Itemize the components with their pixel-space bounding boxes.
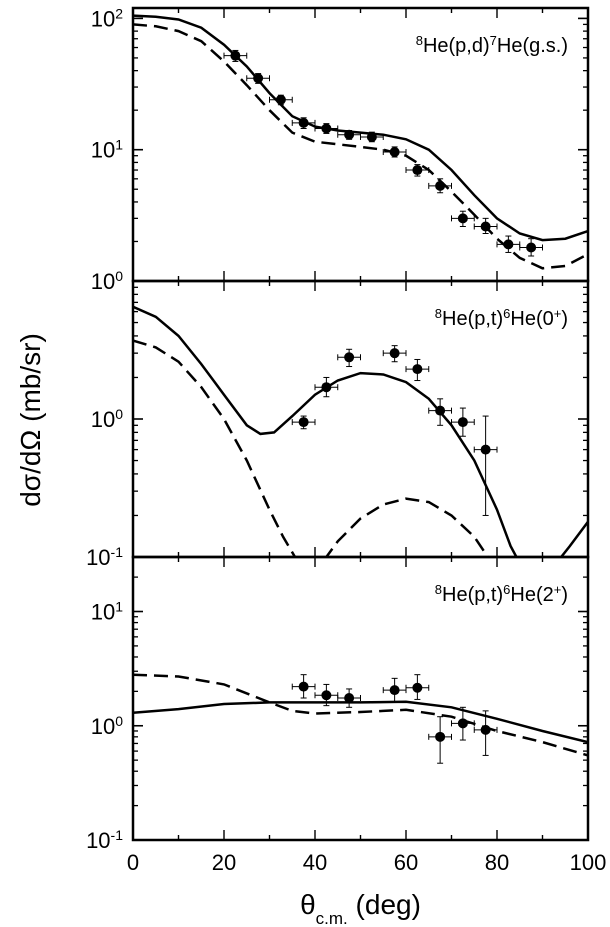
data-point (314, 683, 339, 707)
data-point (451, 210, 475, 228)
data-marker (412, 682, 423, 693)
data-point (223, 49, 248, 62)
data-marker (457, 213, 468, 224)
data-point (473, 710, 498, 756)
data-marker (321, 123, 332, 134)
x-tick-label: 80 (485, 850, 509, 875)
data-point (382, 146, 407, 158)
data-point (314, 123, 339, 134)
panel-1: 102 101 100 8He(p,d)7He(g.s.) (91, 5, 590, 294)
data-point (314, 376, 339, 398)
data-point (428, 716, 452, 764)
data-point (405, 674, 430, 700)
reaction-label: 8He(p,t)6He(2+) (435, 582, 568, 607)
x-tick-label: 60 (394, 850, 418, 875)
data-marker (298, 417, 309, 428)
data-marker (298, 117, 309, 128)
data-marker (275, 94, 286, 105)
panel-3: 101 100 10-1 8He(p,t)6He(2+) (86, 555, 590, 853)
data-marker (389, 147, 400, 158)
y-axis-title: dσ/dΩ (mb/sr) (15, 333, 46, 507)
curves (133, 673, 588, 764)
y-tick-label: 10-1 (86, 544, 123, 570)
data-marker (253, 73, 264, 84)
x-tick-label: 100 (570, 850, 607, 875)
data-marker (480, 221, 491, 232)
x-tick-label: 20 (212, 850, 236, 875)
data-point (473, 415, 498, 516)
data-marker (435, 731, 446, 742)
data-marker (480, 444, 491, 455)
data-marker (321, 690, 332, 701)
data-marker (344, 352, 355, 363)
data-point (291, 415, 316, 430)
y-tick-label: 100 (91, 713, 123, 739)
data-point (451, 407, 475, 437)
data-point (382, 677, 407, 703)
data-marker (412, 165, 423, 176)
data-point (428, 398, 452, 426)
data-point (428, 178, 452, 194)
reaction-label: 8He(p,d)7He(g.s.) (416, 33, 568, 58)
data-point (473, 217, 498, 235)
calc-curve-dashed (324, 497, 490, 557)
calc-curve-dashed (133, 23, 588, 270)
y-tick-label: 100 (91, 406, 123, 432)
data-point (405, 358, 430, 382)
reaction-label: 8He(p,t)6He(0+) (435, 306, 568, 331)
data-point (291, 674, 316, 699)
x-tick-label: 0 (127, 850, 139, 875)
data-marker (344, 692, 355, 703)
data-marker (435, 180, 446, 191)
data-marker (412, 364, 423, 375)
data-marker (457, 417, 468, 428)
data-marker (366, 131, 377, 142)
y-tick-label: 102 (91, 5, 123, 31)
data-marker (480, 724, 491, 735)
y-tick-label: 100 (91, 268, 123, 294)
data-point (451, 706, 475, 741)
data-point (337, 688, 361, 708)
data-point (269, 94, 293, 106)
data-marker (389, 348, 400, 359)
data-marker (435, 405, 446, 416)
data-marker (230, 50, 241, 61)
calc-curve-dashed (133, 673, 588, 757)
calc-curve-solid (133, 700, 588, 744)
data-point (405, 164, 430, 177)
curves (133, 305, 588, 557)
data-marker (298, 681, 309, 692)
calc-curve-solid (559, 521, 588, 557)
data-point (382, 345, 407, 363)
data-point (337, 348, 361, 368)
y-tick-label: 10-1 (86, 827, 123, 853)
panel-2: 100 10-1 8He(p,t)6He(0+) (86, 279, 590, 570)
data-point (291, 117, 316, 130)
data-marker (389, 685, 400, 696)
data-marker (457, 718, 468, 729)
data-point (519, 238, 543, 257)
calc-curve-dashed (133, 339, 297, 557)
y-tick-label: 101 (91, 137, 123, 163)
y-tick-label: 101 (91, 599, 123, 625)
data-marker (526, 242, 537, 253)
data-marker (503, 239, 514, 250)
data-marker (321, 382, 332, 393)
x-axis-title: θc.m. (deg) (300, 889, 421, 927)
data-point (360, 131, 384, 143)
curves (133, 14, 588, 270)
data-point (246, 73, 270, 84)
data-marker (344, 129, 355, 140)
x-tick-label: 40 (303, 850, 327, 875)
data-point (496, 235, 521, 253)
